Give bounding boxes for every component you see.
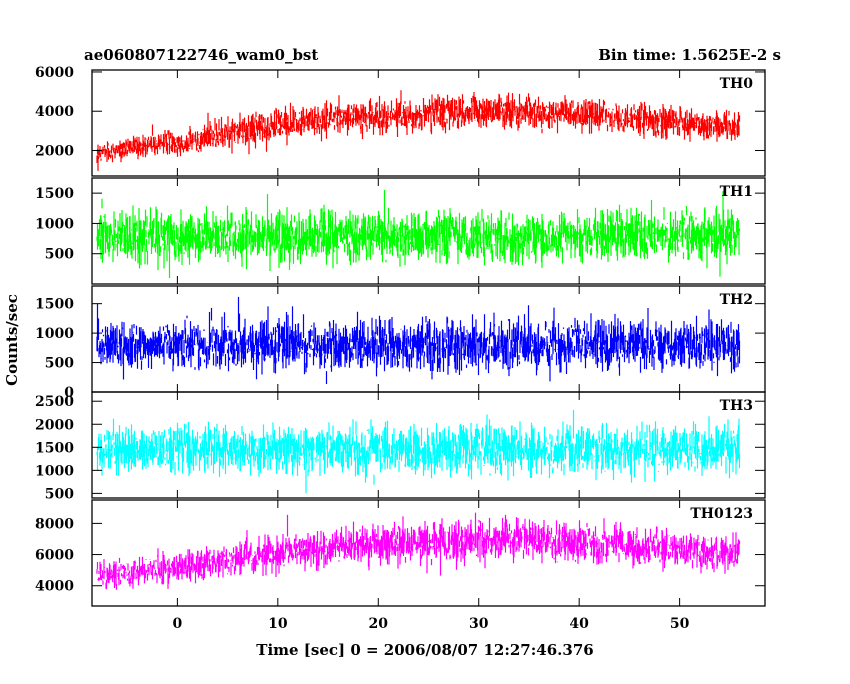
y-tick-label: 8000	[35, 516, 74, 532]
y-tick-label: 500	[45, 486, 74, 502]
panel-th1: 500 1000 1500 TH1	[35, 177, 766, 285]
x-tick-label: 40	[569, 616, 589, 632]
x-tick-label: 20	[369, 616, 389, 632]
panel-label-th2: TH2	[720, 292, 753, 308]
y-tick-label: 6000	[35, 548, 74, 564]
series-th2-trace	[96, 296, 741, 384]
panel-label-th0: TH0	[720, 76, 754, 92]
series-th3-trace	[96, 409, 741, 494]
panel-frame	[91, 391, 766, 499]
y-tick-label: 1000	[35, 216, 74, 232]
x-tick-label: 0	[173, 616, 183, 632]
y-tick-label: 2500	[35, 394, 74, 410]
panel-th0123: 4000 6000 8000 TH0123	[35, 499, 766, 607]
y-tick-label: 4000	[35, 104, 74, 120]
x-tick-label: 50	[670, 616, 690, 632]
y-tick-label: 500	[45, 356, 74, 372]
y-axis-label: Counts/sec	[3, 294, 21, 386]
y-tick-label: 1500	[35, 440, 74, 456]
panel-label-th3: TH3	[720, 398, 753, 414]
y-tick-label: 0	[64, 385, 74, 401]
series-th0123-trace	[96, 512, 741, 590]
panel-label-th0123: TH0123	[690, 506, 753, 522]
y-tick-label: 6000	[35, 65, 74, 81]
series-th1-trace	[96, 189, 741, 278]
y-tick-label: 2000	[35, 143, 74, 159]
panel-th0: 2000 4000 6000 TH0	[35, 65, 766, 177]
panel-frame	[91, 499, 766, 607]
x-tick-label: 10	[268, 616, 288, 632]
panel-th2: 0 500 1000 1500 TH2	[35, 285, 766, 401]
y-tick-label: 1000	[35, 463, 74, 479]
bin-time-label: Bin time: 1.5625E-2 s	[598, 46, 781, 64]
y-tick-label: 2000	[35, 417, 74, 433]
panel-frame	[91, 69, 766, 177]
x-tick-label: 30	[469, 616, 489, 632]
panel-label-th1: TH1	[720, 184, 753, 200]
y-tick-label: 1500	[35, 297, 74, 313]
panel-th3: 500 1000 1500 2000 2500 TH3	[35, 391, 766, 502]
x-axis-label: Time [sec] 0 = 2006/08/07 12:27:46.376	[256, 641, 593, 659]
series-th0-trace	[96, 90, 741, 171]
y-tick-label: 4000	[35, 579, 74, 595]
y-tick-label: 1500	[35, 186, 74, 202]
y-tick-label: 500	[45, 247, 74, 263]
panel-frame	[91, 177, 766, 285]
y-tick-label: 1000	[35, 326, 74, 342]
chart-title: ae060807122746_wam0_bst	[84, 46, 318, 64]
